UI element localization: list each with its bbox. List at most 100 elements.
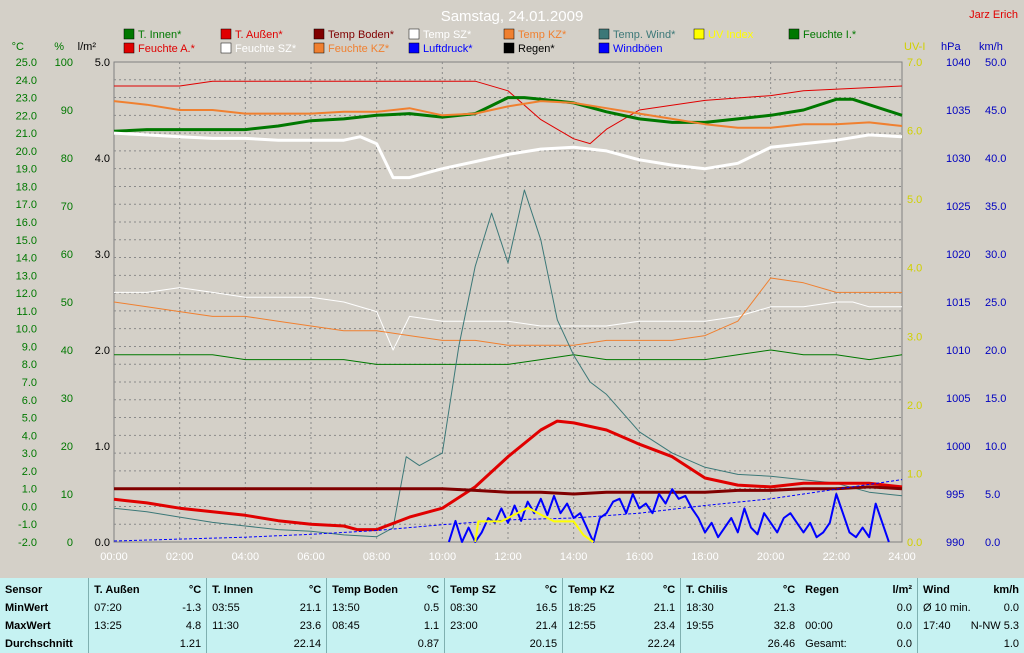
stats-col-temp-sz: Temp SZ °C 08:30 16.5 23:00 21.4 20.15 xyxy=(445,578,564,653)
legend-swatch xyxy=(123,42,135,54)
stats-col-wind: Wind km/h Ø 10 min. 0.0 17:40 N-NW 5.3 1.0 xyxy=(918,578,1024,653)
stats-col-rain: Regen l/m² 0.0 00:00 0.0 Gesamt: 0.0 xyxy=(800,578,919,653)
rain-tick-label: 5.0 xyxy=(95,57,110,69)
legend-swatch xyxy=(788,28,800,40)
stats-rain-max-time: 00:00 xyxy=(805,620,833,632)
x-tick-label: 22:00 xyxy=(823,551,851,563)
wind-tick-label: 20.0 xyxy=(985,345,1006,357)
stats-label-min: MinWert xyxy=(5,602,49,614)
percent-tick-label: 40 xyxy=(61,345,73,357)
temp-tick-label: 4.0 xyxy=(22,430,37,442)
x-tick-label: 06:00 xyxy=(297,551,325,563)
temp-tick-label: 11.0 xyxy=(16,306,37,318)
stats-col-name: T. Innen xyxy=(212,584,254,596)
legend-swatch xyxy=(408,42,420,54)
stats-min-val: 21.1 xyxy=(653,602,676,614)
legend-swatch xyxy=(503,28,515,40)
stats-col-name: Temp Boden xyxy=(332,584,398,596)
pressure-tick-label: 1035 xyxy=(946,105,970,117)
legend-swatch xyxy=(408,28,420,40)
percent-tick-label: 100 xyxy=(55,57,73,69)
rain-unit-label: l/m² xyxy=(78,41,97,53)
uv-tick-label: 3.0 xyxy=(907,331,922,343)
stats-min-time: 18:30 xyxy=(686,602,714,614)
temp-tick-label: 19.0 xyxy=(16,164,37,176)
wind-tick-label: 25.0 xyxy=(985,297,1006,309)
uv-tick-label: 1.0 xyxy=(907,468,922,480)
rain-tick-label: 1.0 xyxy=(95,441,110,453)
stats-col-unit: °C xyxy=(782,584,796,596)
legend-label: UV Index xyxy=(708,29,754,41)
grid xyxy=(114,62,902,542)
temp-tick-label: 24.0 xyxy=(16,75,37,87)
stats-min-val: 0.5 xyxy=(423,602,440,614)
temp-tick-label: 14.0 xyxy=(16,253,37,265)
wind-tick-label: 35.0 xyxy=(985,201,1006,213)
uv-tick-label: 2.0 xyxy=(907,400,922,412)
legend-label: T. Innen* xyxy=(138,29,182,41)
rain-tick-label: 0.0 xyxy=(95,537,110,549)
series-feuchte-i xyxy=(114,349,903,365)
wind-tick-label: 15.0 xyxy=(985,393,1006,405)
pressure-tick-label: 1040 xyxy=(946,57,970,69)
temp-tick-label: 12.0 xyxy=(16,288,37,300)
legend-swatch xyxy=(598,42,610,54)
stats-wind-avg-label: Ø 10 min. xyxy=(923,602,971,614)
stats-rain-total: 0.0 xyxy=(896,638,913,650)
stats-min-val: 21.3 xyxy=(773,602,796,614)
temp-tick-label: -1.0 xyxy=(18,519,37,531)
stats-min-val: 21.1 xyxy=(299,602,322,614)
wind-tick-label: 10.0 xyxy=(985,441,1006,453)
stats-col-name: T. Außen xyxy=(94,584,140,596)
temp-tick-label: 13.0 xyxy=(16,270,37,282)
series-layer xyxy=(113,80,903,543)
temp-tick-label: 3.0 xyxy=(22,448,37,460)
wind-tick-label: 40.0 xyxy=(985,153,1006,165)
temp-tick-label: 6.0 xyxy=(22,395,37,407)
stats-max-val: 21.4 xyxy=(535,620,558,632)
temp-tick-label: 10.0 xyxy=(16,324,37,336)
legend-label: Regen* xyxy=(518,43,555,55)
legend-swatch xyxy=(313,42,325,54)
stats-avg-val: 22.14 xyxy=(293,638,322,650)
stats-col-unit: °C xyxy=(188,584,202,596)
pressure-tick-label: 1020 xyxy=(946,249,970,261)
stats-col-temp-boden: Temp Boden °C 13:50 0.5 08:45 1.1 0.87 xyxy=(327,578,446,653)
stats-max-time: 13:25 xyxy=(94,620,122,632)
pressure-tick-label: 995 xyxy=(946,489,964,501)
percent-tick-label: 60 xyxy=(61,249,73,261)
weather-chart: 25.0 24.0 23.0 22.0 21.0 20.0 19.0 18.0 17.0 16.0… xyxy=(11,8,1018,563)
stats-wind-unit: km/h xyxy=(993,584,1019,596)
stats-max-time: 08:45 xyxy=(332,620,360,632)
pressure-tick-label: 1025 xyxy=(946,201,970,213)
rain-tick-label: 2.0 xyxy=(95,345,110,357)
stats-max-time: 23:00 xyxy=(450,620,478,632)
temp-tick-label: 15.0 xyxy=(16,235,37,247)
temp-tick-label: 23.0 xyxy=(16,93,37,105)
stats-max-val: 4.8 xyxy=(185,620,202,632)
temp-tick-label: 20.0 xyxy=(16,146,37,158)
percent-tick-label: 50 xyxy=(61,297,73,309)
stats-col-unit: °C xyxy=(544,584,558,596)
legend-swatch xyxy=(123,28,135,40)
uv-tick-label: 0.0 xyxy=(907,537,922,549)
legend-swatch xyxy=(693,28,705,40)
percent-unit-label: % xyxy=(54,41,64,53)
percent-tick-label: 0 xyxy=(67,537,73,549)
legend-label: Feuchte KZ* xyxy=(328,43,390,55)
x-tick-label: 14:00 xyxy=(560,551,588,563)
stats-sensor-columns: T. Außen °C 07:20 -1.3 13:25 4.8 1.21 T. Innen °… xyxy=(89,578,800,653)
pressure-tick-label: 1030 xyxy=(946,153,970,165)
x-tick-label: 08:00 xyxy=(363,551,391,563)
percent-tick-label: 30 xyxy=(61,393,73,405)
temp-tick-label: 8.0 xyxy=(22,359,37,371)
uv-tick-label: 5.0 xyxy=(907,194,922,206)
legend-label: Temp KZ* xyxy=(518,29,567,41)
stats-min-val: 16.5 xyxy=(535,602,558,614)
temp-tick-label: 17.0 xyxy=(16,199,37,211)
stats-wind-max-time: 17:40 xyxy=(923,620,951,632)
legend-label: Windböen xyxy=(613,43,663,55)
legend: T. Innen* T. Außen* Temp Boden* Temp SZ* Tem… xyxy=(123,28,857,55)
x-tick-label: 20:00 xyxy=(757,551,785,563)
temp-unit-label: °C xyxy=(12,41,24,53)
